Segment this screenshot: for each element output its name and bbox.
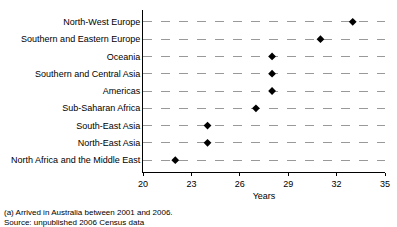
svg-text:Years: Years	[253, 191, 276, 201]
svg-text:Source: unpublished 2006 Censu: Source: unpublished 2006 Census data	[4, 218, 145, 227]
svg-text:26: 26	[235, 179, 245, 189]
svg-text:32: 32	[332, 179, 342, 189]
svg-text:29: 29	[283, 179, 293, 189]
svg-text:Sub-Saharan Africa: Sub-Saharan Africa	[62, 103, 140, 113]
svg-text:North-East Asia: North-East Asia	[78, 138, 141, 148]
svg-text:Oceania: Oceania	[107, 52, 141, 62]
svg-text:North-West Europe: North-West Europe	[63, 17, 140, 27]
svg-text:(a) Arrived in Australia betwe: (a) Arrived in Australia between 2001 an…	[4, 208, 173, 217]
svg-text:South-East Asia: South-East Asia	[76, 121, 140, 131]
svg-text:20: 20	[138, 179, 148, 189]
svg-text:Southern and Eastern Europe: Southern and Eastern Europe	[21, 34, 140, 44]
svg-text:35: 35	[380, 179, 390, 189]
svg-text:Southern and Central Asia: Southern and Central Asia	[35, 69, 140, 79]
svg-text:Americas: Americas	[103, 86, 141, 96]
svg-text:23: 23	[186, 179, 196, 189]
svg-text:North Africa and the Middle Ea: North Africa and the Middle East	[11, 155, 141, 165]
